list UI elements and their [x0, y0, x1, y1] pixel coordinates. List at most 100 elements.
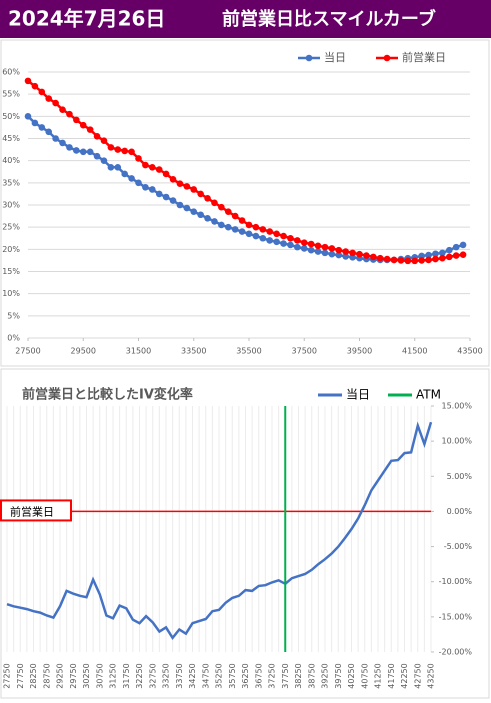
data-point	[100, 157, 108, 164]
data-point	[52, 135, 59, 142]
x-tick-label: 41750	[387, 663, 396, 688]
data-point	[231, 212, 239, 220]
data-point	[280, 232, 287, 240]
x-tick-label: 33750	[175, 663, 184, 688]
data-point	[224, 208, 232, 215]
x-tick-label: 36250	[241, 663, 250, 688]
data-point	[300, 239, 308, 246]
data-point	[197, 190, 204, 198]
x-tick-label: 29500	[71, 347, 96, 356]
data-point	[459, 251, 467, 258]
data-point	[107, 164, 115, 171]
data-point	[314, 248, 322, 255]
data-point	[183, 204, 191, 212]
header-title: 前営業日比スマイルカーブ	[222, 8, 436, 30]
data-point	[135, 179, 142, 187]
y-tick-label: 45%	[2, 134, 20, 143]
data-point	[266, 237, 274, 244]
data-point	[155, 166, 163, 173]
x-tick-label: 37750	[281, 663, 290, 688]
data-point	[259, 234, 267, 242]
data-point	[24, 113, 32, 120]
data-point	[335, 251, 343, 259]
chart-title: 前営業日と比較したIV変化率	[22, 387, 193, 403]
x-tick-label: 32750	[148, 663, 157, 688]
x-tick-label: 34250	[188, 663, 197, 688]
data-point	[176, 201, 184, 209]
data-point	[459, 241, 467, 249]
x-tick-label: 41500	[402, 347, 427, 356]
x-tick-label: 43250	[427, 663, 436, 688]
data-point	[149, 186, 156, 193]
y-tick-label: 5.00%	[447, 472, 473, 481]
data-point	[452, 252, 460, 259]
data-point	[176, 180, 184, 188]
x-tick-label: 31750	[122, 663, 131, 688]
data-point	[280, 240, 287, 247]
x-tick-label: 35750	[228, 663, 237, 688]
x-tick-label: 35500	[236, 347, 261, 356]
data-point	[397, 257, 405, 264]
data-point	[24, 77, 32, 85]
x-tick-label: 31500	[126, 347, 151, 356]
data-point	[162, 193, 170, 201]
legend-label: ATM	[416, 388, 441, 402]
x-tick-label: 38250	[294, 663, 303, 688]
data-point	[273, 230, 280, 238]
legend-label: 前営業日	[402, 50, 446, 64]
data-point	[294, 237, 301, 244]
y-tick-label: -5.00%	[444, 542, 473, 551]
x-tick-label: 27750	[16, 663, 25, 688]
legend-marker	[383, 54, 391, 62]
data-point	[445, 246, 453, 254]
data-point	[169, 175, 177, 183]
data-point	[79, 121, 87, 129]
x-tick-label: 42750	[413, 663, 422, 688]
x-tick-label: 33250	[162, 663, 171, 688]
data-point	[142, 161, 149, 169]
data-point	[79, 148, 87, 156]
data-point	[404, 257, 412, 265]
data-point	[59, 106, 66, 113]
data-point	[314, 242, 322, 250]
data-point	[107, 144, 115, 151]
data-point	[31, 119, 39, 127]
bottom-panel	[0, 368, 490, 699]
data-point	[432, 255, 439, 263]
data-point	[114, 146, 122, 153]
data-point	[31, 82, 39, 90]
data-point	[190, 186, 198, 193]
legend-label: 当日	[346, 388, 370, 402]
x-tick-label: 29250	[56, 663, 65, 688]
data-point	[135, 155, 142, 162]
data-point	[100, 137, 108, 145]
x-tick-label: 31250	[109, 663, 118, 688]
data-point	[300, 245, 308, 252]
data-point	[59, 139, 66, 147]
y-tick-label: 20%	[2, 245, 20, 254]
data-point	[321, 249, 329, 257]
y-tick-label: 30%	[2, 201, 20, 210]
data-point	[439, 254, 446, 262]
data-point	[121, 170, 128, 178]
data-point	[252, 232, 260, 240]
data-point	[52, 99, 59, 107]
legend-label: 当日	[324, 50, 346, 64]
x-tick-label: 29750	[69, 663, 78, 688]
y-tick-label: 10.00%	[441, 437, 472, 446]
y-tick-label: -15.00%	[439, 612, 473, 621]
y-tick-label: 0%	[7, 334, 20, 343]
data-point	[86, 148, 94, 156]
data-point	[128, 148, 135, 156]
x-tick-label: 40250	[347, 663, 356, 688]
x-tick-label: 43500	[457, 347, 482, 356]
y-tick-label: 35%	[2, 178, 20, 187]
data-point	[432, 250, 439, 258]
data-point	[363, 252, 370, 259]
data-point	[204, 195, 211, 202]
data-point	[45, 95, 53, 102]
data-point	[155, 190, 163, 198]
x-tick-label: 36750	[254, 663, 263, 688]
data-point	[197, 211, 204, 219]
series-line	[27, 115, 464, 262]
